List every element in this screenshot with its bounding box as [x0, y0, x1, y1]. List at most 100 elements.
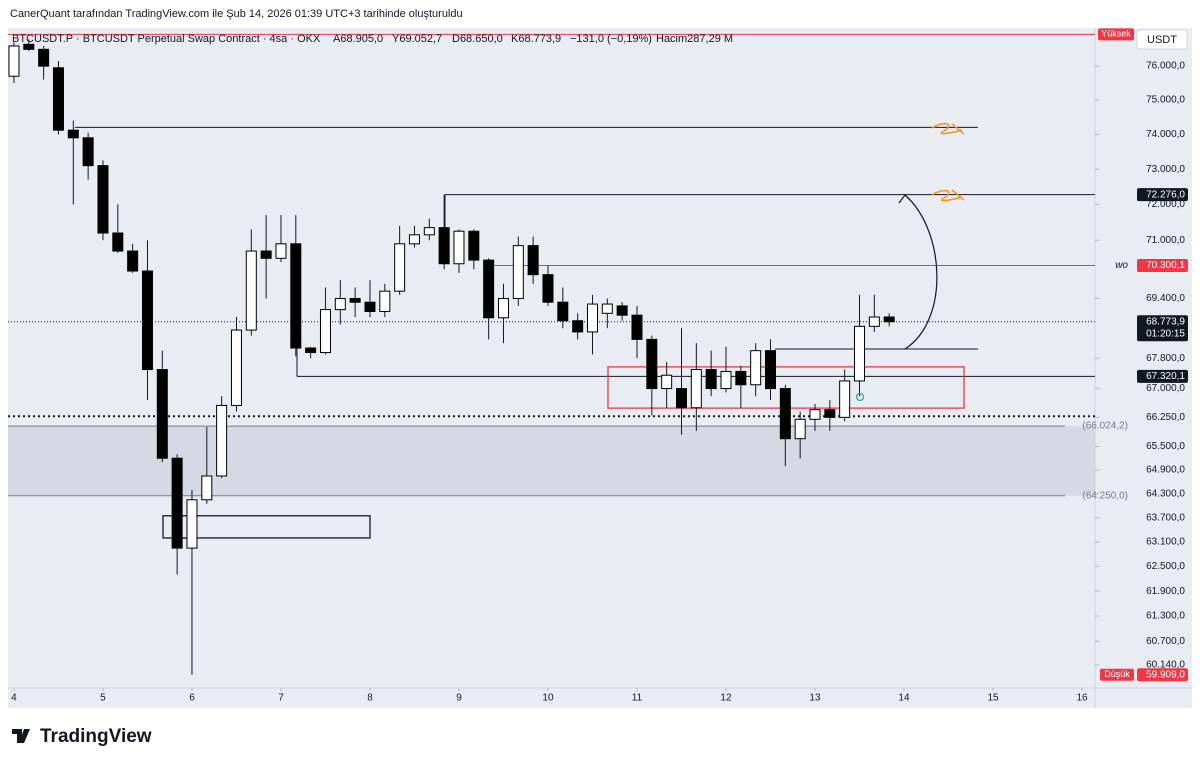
y-tick-label: 67.800,0	[1146, 353, 1185, 364]
candle-body	[394, 243, 406, 292]
high-label: Yüksek	[1101, 29, 1131, 39]
level-label: (66.024,2)	[1082, 421, 1128, 432]
candle-body	[720, 370, 732, 390]
x-tick-label: 10	[542, 693, 554, 704]
candle-body	[572, 320, 584, 333]
candle-body	[542, 274, 554, 303]
ohlc-high: Y69.052,7	[392, 33, 442, 45]
price-tag	[1137, 188, 1188, 202]
candle-body	[690, 369, 702, 409]
candle-body	[379, 290, 391, 312]
chart-background	[8, 28, 1192, 708]
candle-body	[705, 369, 717, 390]
candle-body	[868, 316, 880, 327]
y-tick-label: 63.700,0	[1146, 512, 1185, 523]
low-tag	[1100, 668, 1134, 681]
logo-icon	[12, 729, 30, 743]
candle-body	[601, 303, 613, 314]
x-tick-label: 15	[987, 693, 999, 704]
candle-body	[97, 165, 109, 234]
candle-body	[438, 227, 450, 265]
y-tick-label: 72.000,0	[1146, 199, 1185, 210]
x-tick-label: 16	[1076, 693, 1088, 704]
currency[interactable]: USDT	[1147, 34, 1177, 46]
x-tick-label: 9	[456, 693, 462, 704]
y-tick-label: 67.000,0	[1146, 383, 1185, 394]
x-tick-label: 5	[100, 693, 106, 704]
candle-body	[661, 374, 673, 390]
candle-body	[319, 309, 331, 354]
candle-body	[38, 48, 50, 67]
candle-body	[364, 301, 376, 312]
candle-body	[245, 250, 257, 331]
candle-body	[512, 245, 524, 300]
price-tag-label: 68.773,9	[1146, 316, 1185, 327]
candle-body	[631, 314, 643, 340]
candle-body	[824, 409, 836, 418]
ohlc-low: D68.650,0	[452, 33, 503, 45]
price-tag	[1137, 369, 1188, 383]
candle-body	[735, 370, 747, 386]
symbol: BTCUSDT.P · BTCUSDT Perpetual Swap Contr…	[12, 33, 321, 45]
candle-body	[82, 137, 94, 167]
candle-body	[853, 325, 865, 382]
x-tick-label: 4	[11, 693, 17, 704]
candle-body	[527, 245, 539, 276]
x-tick-label: 6	[189, 693, 195, 704]
candle-body	[453, 230, 465, 265]
zone-box	[162, 515, 371, 539]
high-tag	[1098, 28, 1134, 41]
price-tag-label: 72.276,0	[1146, 189, 1185, 200]
ohlc-change: −131,0 (−0,19%)	[570, 33, 652, 45]
candle-body	[616, 305, 628, 316]
price-tag-label: 67.320,1	[1146, 371, 1185, 382]
candle-body	[586, 303, 598, 333]
candle-body	[290, 243, 302, 349]
y-tick-label: 73.000,0	[1146, 164, 1185, 175]
x-tick-label: 12	[720, 693, 732, 704]
y-tick-label: 62.500,0	[1146, 561, 1185, 572]
y-tick-label: 60.700,0	[1146, 636, 1185, 647]
y-tick-label: 75.000,0	[1146, 95, 1185, 106]
logo: TradingView	[12, 726, 152, 747]
price-tag	[1137, 259, 1188, 273]
candle-body	[809, 409, 821, 420]
level-tag: wo	[1115, 260, 1128, 271]
candle-body	[794, 418, 806, 440]
candle-body	[171, 457, 183, 549]
y-tick-label: 64.300,0	[1146, 488, 1185, 499]
brand: TradingView	[40, 726, 152, 747]
x-tick-label: 7	[278, 693, 284, 704]
x-tick-label: 14	[898, 693, 910, 704]
candle-body	[186, 499, 198, 549]
candle-body	[67, 129, 79, 139]
scribble	[931, 189, 965, 202]
candle-body	[127, 250, 139, 272]
countdown: 01:20:15	[1146, 328, 1185, 339]
currency-button[interactable]	[1136, 29, 1188, 50]
candle-body	[557, 301, 569, 322]
candle-body	[349, 298, 361, 303]
arrow	[898, 194, 938, 350]
price-tag	[1137, 315, 1188, 342]
credit: CanerQuant tarafından TradingView.com il…	[10, 8, 463, 20]
candle-body	[839, 380, 851, 418]
candle-body	[8, 45, 20, 77]
y-tick-label: 74.000,0	[1146, 129, 1185, 140]
x-tick-label: 13	[809, 693, 821, 704]
candle-body	[883, 316, 895, 323]
y-tick-label: 66.250,0	[1146, 412, 1185, 423]
candle-body	[675, 388, 687, 409]
candle-body	[423, 227, 435, 236]
y-tick-label: 61.300,0	[1146, 611, 1185, 622]
candle-body	[52, 67, 64, 131]
candle-body	[750, 350, 762, 386]
candle-body	[156, 369, 168, 459]
candle-body	[141, 270, 153, 371]
candle-body	[764, 350, 776, 390]
low-label: Düşük	[1104, 669, 1130, 679]
y-tick-label: 61.900,0	[1146, 586, 1185, 597]
x-tick-label: 11	[632, 693, 643, 704]
low-price-tag	[1137, 668, 1188, 682]
